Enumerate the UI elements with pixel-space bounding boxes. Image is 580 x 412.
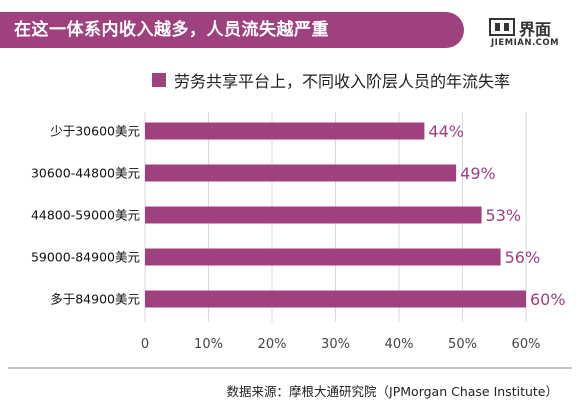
x-tick-label: 40% [385,337,414,352]
value-label: 44% [428,122,464,141]
bar [145,122,425,140]
jiemian-logo: 界面 JIEMIAN.COM [489,16,569,50]
logo-text-cn: 界面 [519,20,552,39]
category-label: 多于84900美元 [50,292,140,307]
x-tick-label: 60% [512,337,541,352]
x-tick-label: 20% [258,337,287,352]
bar [145,290,526,308]
jiemian-logo-icon [489,18,515,36]
chart-legend: 劳务共享平台上，不同收入阶层人员的年流失率 [152,69,510,91]
logo-text-en: JIEMIAN.COM [491,38,560,48]
value-label: 56% [505,248,541,267]
legend-swatch [152,73,166,87]
category-label: 少于30600美元 [50,124,140,139]
value-label: 60% [530,290,566,309]
bar [145,206,482,224]
x-tick-label: 50% [448,337,477,352]
category-label: 30600-44800美元 [31,166,140,181]
category-label: 44800-59000美元 [31,208,140,223]
legend-label: 劳务共享平台上，不同收入阶层人员的年流失率 [174,72,511,91]
category-label: 59000-84900美元 [31,250,140,265]
source-note: 数据来源：摩根大通研究院（JPMorgan Chase Institute） [226,384,558,399]
value-label: 53% [486,206,522,225]
bar [145,164,457,182]
x-tick-label: 10% [194,337,223,352]
x-tick-label: 0 [141,337,149,352]
x-tick-label: 30% [321,337,350,352]
header-bar: 在这一体系内收入越多，人员流失越严重 [0,12,464,48]
header-title: 在这一体系内收入越多，人员流失越严重 [14,20,329,40]
bar [145,248,501,266]
value-label: 49% [460,164,496,183]
